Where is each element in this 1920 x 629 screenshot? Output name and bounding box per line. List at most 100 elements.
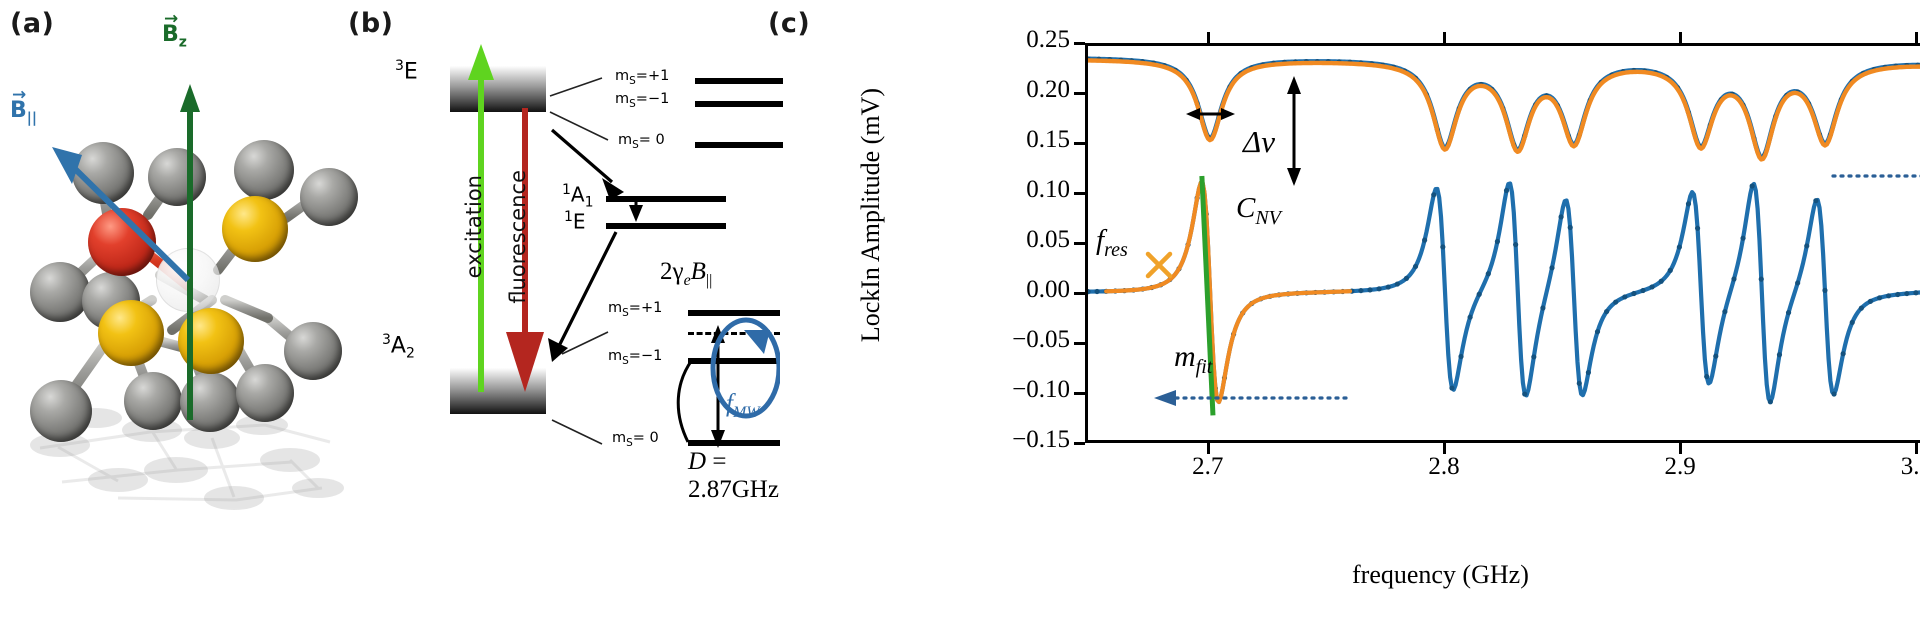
ground-sublevel-line (688, 310, 780, 316)
data-point (1458, 353, 1464, 360)
zero-field-dashed-level (688, 332, 780, 335)
carbon-atom (30, 380, 92, 442)
ground-state-label: 3A2 (382, 332, 415, 362)
data-point (1795, 280, 1801, 286)
data-point (1876, 295, 1883, 301)
data-point (1904, 290, 1910, 297)
y-tick-label-left: −0.05 (1012, 326, 1070, 353)
excited-sublevel-line (695, 142, 783, 148)
data-point (1704, 373, 1710, 380)
plot-area: Δν CNV fres mfit datafitlin fit (1085, 43, 1920, 443)
data-point (1640, 287, 1646, 294)
data-point (1412, 263, 1419, 270)
x-tick-top (1442, 32, 1446, 43)
data-point (1731, 276, 1737, 282)
x-tick-label: 2.9 (1664, 453, 1696, 480)
series-polyline (1104, 180, 1353, 405)
carbon-atom (236, 364, 294, 422)
ground-sublevel-label: mS= 0 (612, 430, 659, 449)
ground-sublevel-label: mS=+1 (608, 300, 663, 319)
data-point (1749, 183, 1755, 189)
panel-b-tag: (b) (348, 8, 394, 39)
data-point (1813, 198, 1819, 204)
data-point (1558, 214, 1564, 220)
data-point (1631, 290, 1637, 297)
data-point (1088, 289, 1091, 295)
carbon-atom (30, 262, 90, 322)
excited-sublevel-label: mS=−1 (615, 91, 670, 110)
y-tick-label-left: −0.10 (1012, 376, 1070, 403)
carbon-atom (300, 168, 358, 226)
data-point (1431, 192, 1437, 198)
data-point (1758, 276, 1764, 282)
data-point (1576, 380, 1582, 386)
x-tick (1679, 443, 1683, 454)
singlet-lower-line (606, 223, 726, 229)
x-tick-top (1679, 32, 1683, 43)
data-point (1494, 238, 1501, 245)
linewidth-annotation: Δν (1243, 124, 1275, 159)
zeeman-label: 2γeB|| (660, 258, 713, 289)
x-axis-title: frequency (GHz) (1352, 560, 1529, 589)
excited-state-band (450, 66, 546, 112)
data-point (1613, 299, 1619, 305)
carbon-atom (284, 322, 342, 380)
excited-sublevel-label: mS=+1 (615, 68, 670, 87)
data-point (1422, 237, 1428, 243)
data-point (1476, 291, 1482, 297)
bz-label: → Bz (162, 9, 187, 51)
y-tick-left (1074, 342, 1085, 345)
slope-annotation: mfit (1174, 340, 1213, 378)
data-point (1776, 352, 1783, 358)
carbon-atom (124, 372, 182, 430)
substitution-atom (222, 196, 288, 262)
excited-sublevel-line (695, 78, 783, 84)
data-point (1594, 329, 1601, 335)
data-point (1685, 201, 1692, 207)
data-point (1503, 187, 1510, 194)
bpar-label: → B|| (10, 85, 38, 127)
data-point (1449, 385, 1455, 391)
y-tick-left (1074, 392, 1085, 395)
data-point (1858, 305, 1864, 311)
data-point (1895, 291, 1901, 298)
data-point (1585, 369, 1591, 376)
panel-a-tag: (a) (10, 8, 55, 39)
excited-sublevel-line (695, 101, 783, 107)
excited-state-label: 3E (395, 58, 418, 85)
y-tick-label-left: 0.20 (1026, 76, 1070, 103)
data-point (1531, 354, 1537, 360)
data-point (1403, 275, 1410, 281)
data-point (1549, 265, 1555, 271)
data-point (1467, 314, 1473, 320)
x-tick (1206, 443, 1210, 454)
data-point (1849, 319, 1855, 326)
y-tick-label-left: 0.15 (1026, 126, 1070, 153)
nitrogen-atom (88, 208, 156, 276)
data-point (1622, 294, 1628, 300)
data-point (1722, 309, 1728, 315)
panel-b-level-diagram: (b) 3E 3A2 excitation fluorescence mS=+1… (340, 0, 783, 629)
data-point (1913, 290, 1919, 296)
y-tick-left (1074, 142, 1085, 145)
data-point (1358, 287, 1364, 294)
data-point (1513, 242, 1519, 248)
y-tick-label-left: 0.10 (1026, 176, 1070, 203)
data-point (1485, 271, 1491, 277)
data-point (1804, 243, 1810, 249)
mw-frequency-label: fMW (726, 390, 760, 421)
data-point (1658, 278, 1664, 284)
excited-sublevel-label: mS= 0 (618, 132, 665, 151)
y-tick-label-left: 0.25 (1026, 26, 1070, 53)
y-tick-left (1074, 242, 1085, 245)
zfs-label: D = 2.87GHz (688, 448, 779, 503)
data-point (1767, 399, 1773, 405)
x-tick-top (1915, 32, 1919, 43)
linear-fit-line (1199, 175, 1216, 416)
substitution-atom (98, 300, 164, 366)
x-tick-label: 3.0 (1900, 453, 1920, 480)
data-point (1831, 391, 1837, 397)
panel-c-tag: (c) (768, 8, 811, 39)
singlet-lower-label: 1E (564, 209, 586, 234)
y-tick-label-left: −0.15 (1012, 426, 1070, 453)
